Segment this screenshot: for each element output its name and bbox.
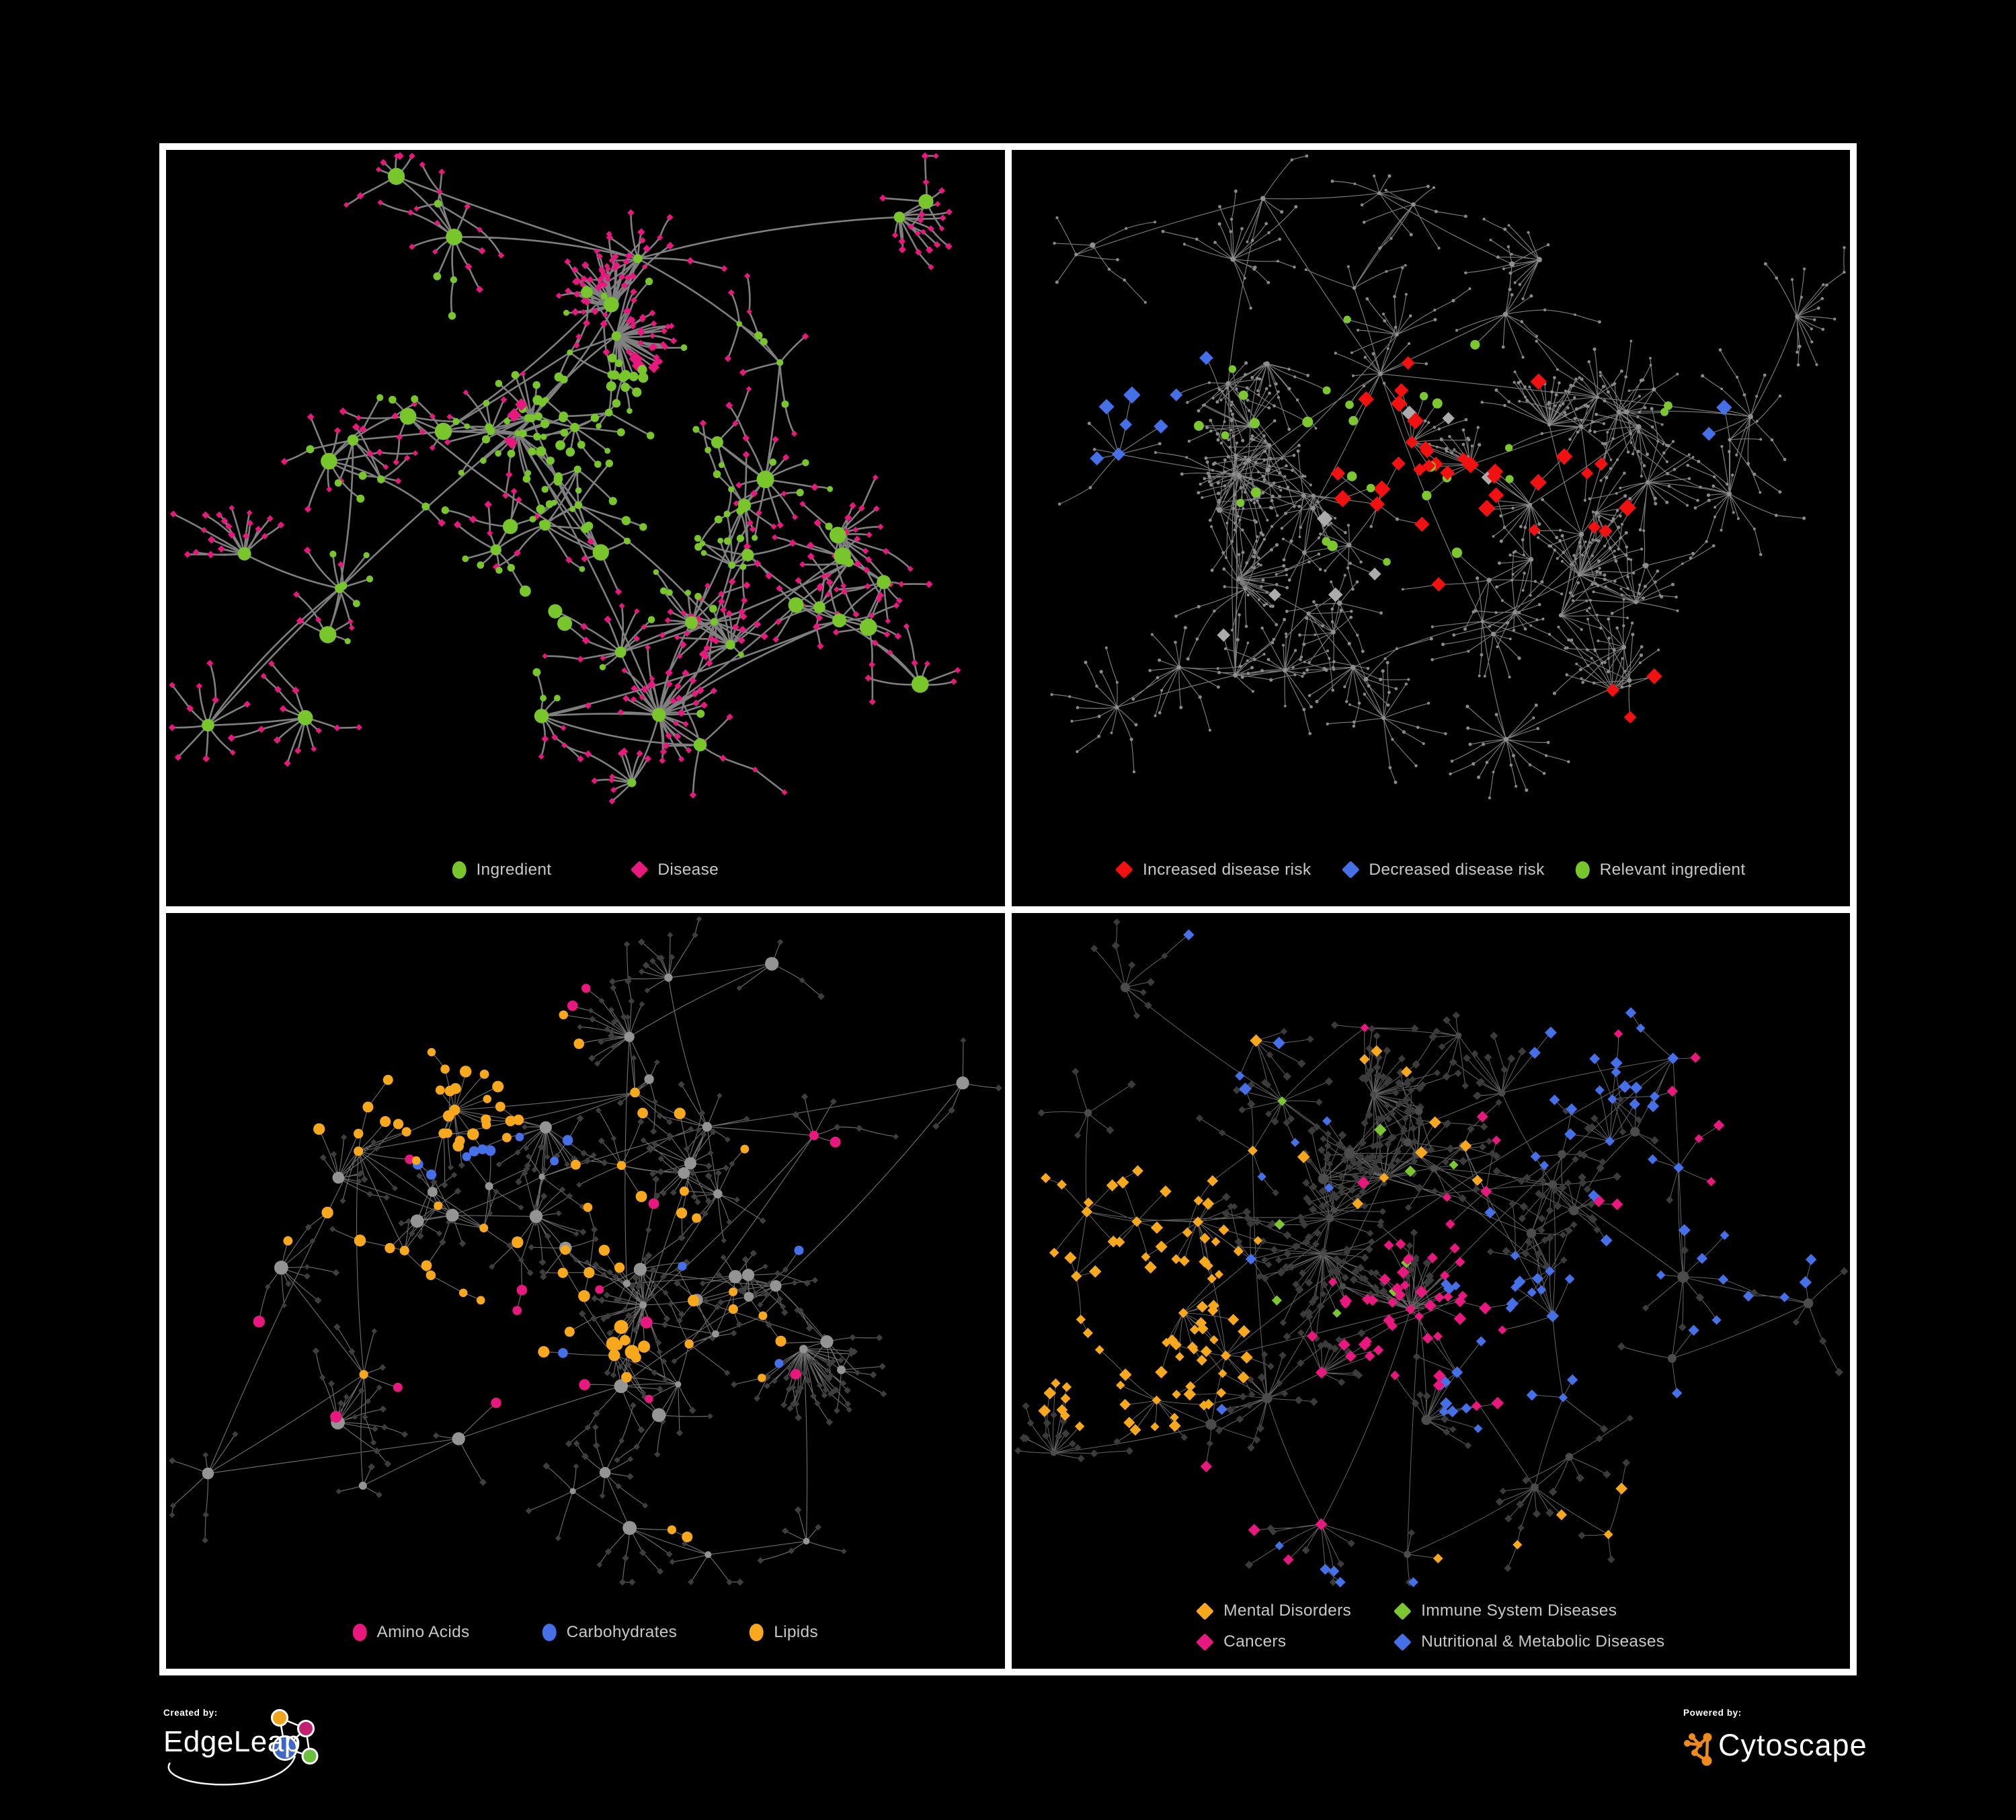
diamond-marker-icon — [1115, 861, 1133, 879]
network-highlight-nodes — [253, 983, 841, 1542]
edgeleap-logo-text: EdgeLeap — [163, 1725, 301, 1758]
cytoscape-logo-text: Cytoscape — [1718, 1728, 1867, 1762]
network-graph — [169, 916, 1002, 1586]
circle-marker-icon — [1575, 861, 1590, 879]
legend: Ingredient Disease — [452, 861, 719, 879]
diamond-marker-icon — [1341, 861, 1360, 879]
network-graph — [1049, 154, 1846, 799]
network-hub-nodes — [1050, 982, 1813, 1558]
legend-item-immune-system-diseases: Immune System Diseases — [1394, 1601, 1617, 1620]
panel-nutrient-classes: Amino Acids Carbohydrates Lipids — [166, 912, 1005, 1669]
legend: Amino Acids Carbohydrates Lipids — [352, 1623, 818, 1642]
network-leaf-nodes — [1014, 918, 1848, 1586]
legend-item-ingredient: Ingredient — [452, 861, 551, 879]
network-graph — [168, 152, 961, 805]
diamond-marker-icon — [1394, 1632, 1412, 1651]
legend-label: Amino Acids — [376, 1623, 470, 1641]
legend-item-amino-acids: Amino Acids — [352, 1623, 469, 1642]
circle-marker-icon — [452, 861, 467, 879]
circle-marker-icon — [750, 1624, 764, 1641]
powered-by-label: Powered by: — [1683, 1708, 1742, 1718]
legend: Increased disease risk Decreased disease … — [1115, 860, 1746, 879]
legend-label: Cancers — [1223, 1632, 1287, 1651]
network-highlight-nodes — [306, 272, 834, 718]
circle-marker-icon — [542, 1624, 557, 1641]
network-leaf-nodes — [169, 916, 1002, 1586]
legend-label: Nutritional & Metabolic Diseases — [1421, 1632, 1665, 1651]
panel-disease-risk: Increased disease risk Decreased disease … — [1011, 150, 1850, 906]
legend-label: Lipids — [774, 1623, 819, 1641]
network-graph — [1014, 918, 1848, 1587]
legend-item-cancers: Cancers — [1196, 1632, 1287, 1651]
created-by-label: Created by: — [163, 1708, 218, 1718]
legend-label: Decreased disease risk — [1369, 860, 1545, 879]
legend-label: Increased disease risk — [1143, 860, 1312, 879]
panel-disease-classes: Mental Disorders Immune System Diseases Ca… — [1011, 912, 1850, 1669]
network-hub-nodes — [1074, 191, 1798, 742]
legend-label: Disease — [657, 860, 719, 879]
network-highlight-nodes — [1037, 928, 1816, 1587]
network-leaf-nodes — [168, 152, 961, 805]
diamond-marker-icon — [630, 861, 649, 879]
legend-label: Ingredient — [476, 860, 552, 879]
circle-marker-icon — [352, 1624, 367, 1641]
diamond-marker-icon — [1394, 1601, 1412, 1620]
diamond-marker-icon — [1196, 1632, 1215, 1651]
legend-item-relevant-ingredient: Relevant ingredient — [1575, 860, 1746, 879]
legend-label: Relevant ingredient — [1599, 860, 1746, 879]
legend-item-mental-disorders: Mental Disorders — [1196, 1601, 1352, 1620]
network-edges — [1051, 155, 1845, 798]
network-leaf-nodes — [1049, 154, 1846, 799]
network-edges — [171, 918, 999, 1583]
legend-label: Carbohydrates — [566, 1623, 678, 1641]
legend-item-disease: Disease — [630, 860, 719, 879]
panel-ingredient-disease: Ingredient Disease — [166, 150, 1005, 906]
network-edges — [171, 155, 959, 802]
network-hub-nodes — [202, 956, 969, 1558]
cytoscape-credit: Powered by: Cytoscape — [1683, 1708, 1898, 1788]
diamond-marker-icon — [1196, 1601, 1215, 1620]
legend: Mental Disorders Immune System Diseases Ca… — [1196, 1601, 1664, 1651]
legend-label: Immune System Diseases — [1421, 1601, 1617, 1620]
legend-item-decreased-disease-risk: Decreased disease risk — [1341, 860, 1545, 879]
edgeleap-logo-icon — [167, 1709, 319, 1786]
legend-item-nutritional-metabolic-diseases: Nutritional & Metabolic Diseases — [1394, 1632, 1664, 1651]
legend-item-increased-disease-risk: Increased disease risk — [1115, 860, 1312, 879]
legend-item-carbohydrates: Carbohydrates — [542, 1623, 678, 1642]
edgeleap-credit: Created by: EdgeLeap — [163, 1708, 405, 1809]
panel-grid: Ingredient Disease Increased disease risk… — [159, 143, 1857, 1675]
network-edges — [1017, 921, 1845, 1583]
cytoscape-logo-icon — [1684, 1733, 1712, 1766]
legend-label: Mental Disorders — [1223, 1601, 1352, 1620]
network-hub-nodes — [202, 167, 934, 787]
legend-item-lipids: Lipids — [750, 1623, 818, 1642]
